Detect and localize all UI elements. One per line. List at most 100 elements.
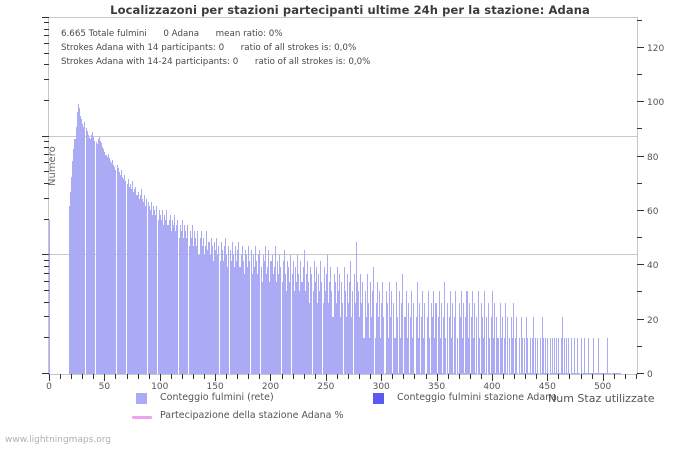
bar (272, 273, 274, 374)
bar (413, 302, 415, 374)
bar (468, 302, 470, 374)
bar (537, 338, 539, 374)
bar (360, 273, 362, 374)
footer-url: www.lightningmaps.org (5, 435, 111, 445)
y2-tick-major (637, 318, 644, 320)
y-tick-minor (44, 154, 49, 156)
bar (480, 302, 482, 374)
x-tick-minor (71, 374, 73, 379)
bar (341, 281, 343, 374)
bar (215, 250, 217, 374)
bar (247, 266, 249, 374)
bar (366, 273, 368, 374)
bar (173, 225, 175, 374)
bar (504, 338, 506, 374)
bar (188, 245, 190, 374)
bar (448, 317, 450, 374)
bar (271, 255, 273, 374)
bar (200, 231, 202, 374)
bar (102, 146, 104, 374)
x-tick-minor (414, 374, 416, 379)
bar (371, 317, 373, 374)
bar (149, 210, 151, 374)
bar (242, 260, 244, 374)
bar (280, 266, 282, 374)
annotation-strokes-14-24: Strokes Adana with 14-24 participants: 0… (61, 57, 371, 67)
bar (563, 338, 565, 374)
bar (551, 338, 553, 374)
bar (302, 266, 304, 374)
bar (191, 225, 193, 374)
bar (353, 273, 355, 374)
x-tick-major (215, 374, 217, 381)
bar (267, 266, 269, 374)
bar (299, 291, 301, 374)
bar (95, 142, 97, 374)
bar (253, 266, 255, 374)
bar (210, 238, 212, 374)
bar (180, 231, 182, 374)
bar (283, 250, 285, 374)
bar (547, 338, 549, 374)
y-tick-minor (44, 43, 49, 45)
bar (397, 373, 399, 374)
bar (178, 238, 180, 374)
bar (259, 250, 261, 374)
bar (231, 241, 233, 374)
bar (587, 373, 589, 374)
bar (569, 373, 571, 374)
bar (320, 260, 322, 374)
plot-area: 6.665 Totale fulmini 0 Adana mean ratio:… (42, 17, 664, 392)
bar (384, 373, 386, 374)
bar (452, 302, 454, 374)
y-tick-major (42, 373, 49, 374)
bar (385, 291, 387, 374)
y-tick-major (42, 254, 49, 256)
bar (201, 245, 203, 374)
bar (225, 238, 227, 374)
x-tick-minor (93, 374, 95, 379)
bar (186, 238, 188, 374)
bar (400, 338, 402, 374)
bar (309, 302, 311, 374)
bar (316, 302, 319, 374)
bar (161, 210, 163, 374)
bar (394, 338, 396, 374)
y-tick-minor (44, 147, 49, 149)
bar (508, 338, 510, 374)
bar (184, 225, 186, 374)
x-tick-minor (181, 374, 183, 379)
bar (144, 195, 146, 374)
bar (424, 302, 426, 374)
bar (561, 317, 563, 374)
bar (159, 214, 161, 374)
bar (540, 373, 542, 374)
bar (156, 206, 158, 374)
bar (228, 245, 230, 374)
bar (548, 373, 550, 374)
bar (514, 373, 516, 374)
bar (445, 338, 447, 374)
x-tick-minor (237, 374, 239, 379)
bar (423, 338, 425, 374)
bar (512, 302, 515, 374)
bar (70, 192, 72, 374)
legend-swatch-station (373, 393, 384, 404)
x-tick-label: 100 (151, 382, 169, 392)
bar (276, 281, 278, 374)
bar (282, 260, 284, 374)
bar (419, 373, 421, 374)
bar (113, 164, 115, 374)
bar (326, 255, 328, 374)
bar (552, 373, 554, 374)
bar (129, 183, 131, 374)
bar (211, 245, 213, 374)
bar (527, 338, 529, 374)
bar (583, 338, 585, 374)
y-tick-minor (44, 171, 49, 173)
y2-tick-label: 120 (647, 43, 665, 54)
bar (378, 291, 381, 374)
bar (380, 338, 382, 374)
bar (597, 373, 599, 374)
bar (285, 291, 288, 374)
